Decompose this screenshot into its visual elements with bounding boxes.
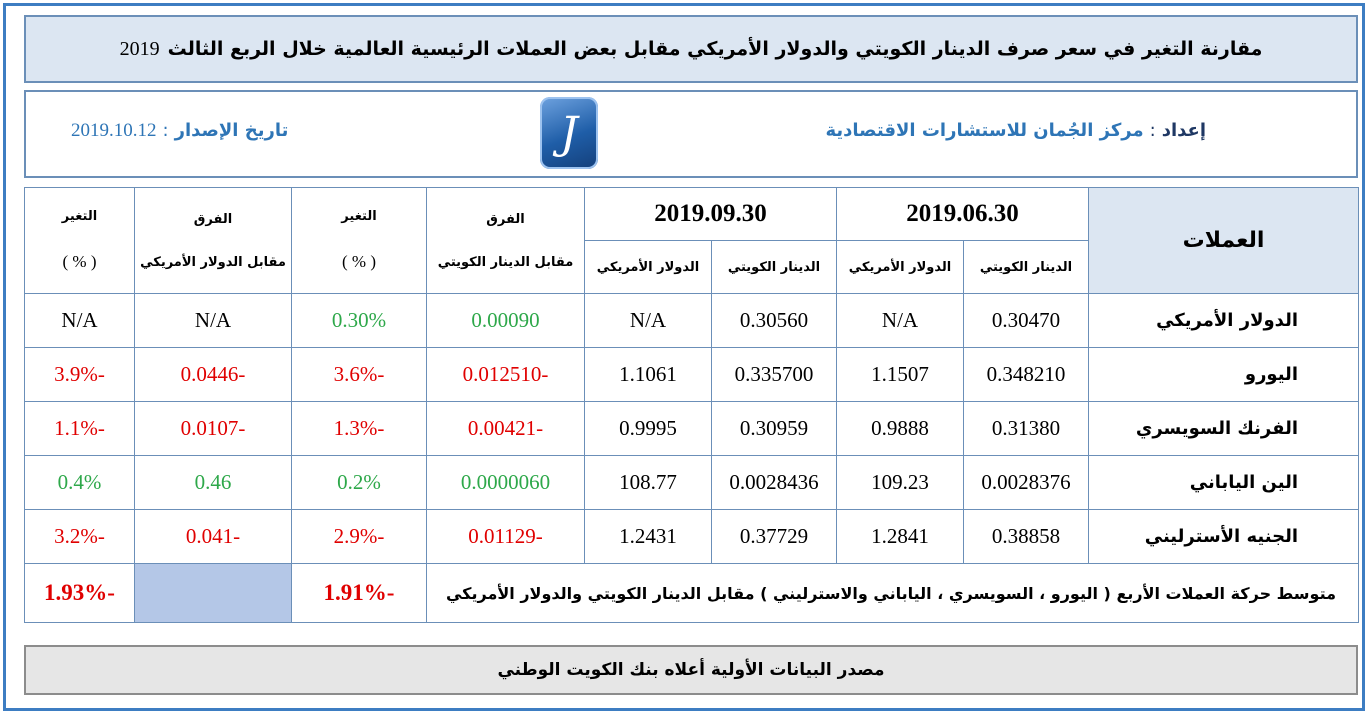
average-blank-cell	[134, 563, 292, 623]
chg-usd-value: N/A	[24, 293, 135, 348]
usd2-value: 1.1061	[584, 347, 712, 402]
average-chg-usd: -1.93%	[24, 563, 135, 623]
average-row: متوسط حركة العملات الأربع ( اليورو ، الس…	[24, 563, 1359, 623]
diff-usd-value: -0.0107	[134, 401, 292, 456]
chg-kwd-header: التغير ( % )	[291, 187, 427, 294]
diff-kwd-value: -0.01129	[426, 509, 585, 564]
chg-usd-value: 0.4%	[24, 455, 135, 510]
kwd2-value: 0.0028436	[711, 455, 837, 510]
usd1-value: 109.23	[836, 455, 964, 510]
chg-kwd-value: 0.30%	[291, 293, 427, 348]
exchange-rate-table: العملات 2019.06.30 2019.09.30 الفرق مقابل…	[24, 187, 1359, 623]
kwd1-value: 0.38858	[963, 509, 1089, 564]
usd2-value: 1.2431	[584, 509, 712, 564]
kwd2-value: 0.30959	[711, 401, 837, 456]
info-bar: إعداد:مركز الجُمان للاستشارات الاقتصادية…	[24, 90, 1358, 178]
table-row: اليورو 0.348210 1.1507 0.335700 1.1061 -…	[24, 347, 1359, 402]
chg-kwd-value: -3.6%	[291, 347, 427, 402]
chg-kwd-value: -2.9%	[291, 509, 427, 564]
usd2-value: N/A	[584, 293, 712, 348]
chg-usd-value: -1.1%	[24, 401, 135, 456]
source-text: مصدر البيانات الأولية أعلاه بنك الكويت ا…	[497, 660, 885, 680]
date2-header: 2019.09.30	[584, 187, 837, 241]
diff-kwd-header: الفرق مقابل الدينار الكويتي	[426, 187, 585, 294]
kwd1-header: الدينار الكويتي	[963, 240, 1089, 294]
page-frame	[3, 3, 1365, 711]
issue-date: تاريخ الإصدار:2019.10.12	[71, 120, 288, 142]
usd1-value: N/A	[836, 293, 964, 348]
average-description: متوسط حركة العملات الأربع ( اليورو ، الس…	[426, 563, 1359, 623]
title-year: 2019	[119, 37, 160, 60]
diff-kwd-value: -0.00421	[426, 401, 585, 456]
diff-usd-value: -0.041	[134, 509, 292, 564]
diff-kwd-value: 0.0000060	[426, 455, 585, 510]
currency-name: الين الياباني	[1088, 455, 1359, 510]
usd1-header: الدولار الأمريكي	[836, 240, 964, 294]
kwd1-value: 0.348210	[963, 347, 1089, 402]
diff-kwd-value: -0.012510	[426, 347, 585, 402]
table-row: الفرنك السويسري 0.31380 0.9888 0.30959 0…	[24, 401, 1359, 456]
chg-usd-pct: ( % )	[62, 252, 97, 271]
currency-name: الدولار الأمريكي	[1088, 293, 1359, 348]
kwd1-value: 0.31380	[963, 401, 1089, 456]
currency-name: الجنيه الأسترليني	[1088, 509, 1359, 564]
logo-icon: J	[540, 97, 598, 169]
usd2-value: 108.77	[584, 455, 712, 510]
prepared-colon: :	[1149, 120, 1156, 141]
table-row: الدولار الأمريكي 0.30470 N/A 0.30560 N/A…	[24, 293, 1359, 348]
diff-usd-header: الفرق مقابل الدولار الأمريكي	[134, 187, 292, 294]
usd1-value: 0.9888	[836, 401, 964, 456]
prepared-by: إعداد:مركز الجُمان للاستشارات الاقتصادية	[825, 120, 1206, 141]
currency-name: اليورو	[1088, 347, 1359, 402]
organization-name: مركز الجُمان للاستشارات الاقتصادية	[825, 120, 1144, 141]
diff-kwd-value: 0.00090	[426, 293, 585, 348]
chg-kwd-value: 0.2%	[291, 455, 427, 510]
kwd2-value: 0.30560	[711, 293, 837, 348]
data-source-footer: مصدر البيانات الأولية أعلاه بنك الكويت ا…	[24, 645, 1358, 695]
diff-kwd-label: الفرق	[486, 211, 525, 227]
logo-glyph: J	[560, 107, 578, 159]
table-row: الجنيه الأسترليني 0.38858 1.2841 0.37729…	[24, 509, 1359, 564]
diff-usd-value: -0.0446	[134, 347, 292, 402]
chg-kwd-label: التغير	[341, 209, 377, 224]
date1-header: 2019.06.30	[836, 187, 1089, 241]
title-text: مقارنة التغير في سعر صرف الدينار الكويتي…	[167, 38, 1263, 60]
kwd1-value: 0.0028376	[963, 455, 1089, 510]
table-row: الين الياباني 0.0028376 109.23 0.0028436…	[24, 455, 1359, 510]
average-chg-kwd: -1.91%	[291, 563, 427, 623]
issue-colon: :	[162, 120, 169, 141]
diff-usd-value: N/A	[134, 293, 292, 348]
diff-usd-sub: مقابل الدولار الأمريكي	[140, 254, 286, 270]
usd1-value: 1.2841	[836, 509, 964, 564]
diff-usd-label: الفرق	[193, 211, 233, 227]
chg-usd-value: -3.2%	[24, 509, 135, 564]
usd2-header: الدولار الأمريكي	[584, 240, 712, 294]
chg-usd-value: -3.9%	[24, 347, 135, 402]
chg-usd-label: التغير	[61, 209, 98, 224]
usd2-value: 0.9995	[584, 401, 712, 456]
chg-usd-header: التغير ( % )	[24, 187, 135, 294]
kwd2-header: الدينار الكويتي	[711, 240, 837, 294]
diff-kwd-sub: مقابل الدينار الكويتي	[437, 254, 574, 270]
currency-name: الفرنك السويسري	[1088, 401, 1359, 456]
issue-label: تاريخ الإصدار	[174, 120, 289, 141]
prepared-label: إعداد	[1161, 120, 1206, 141]
kwd2-value: 0.335700	[711, 347, 837, 402]
chg-kwd-value: -1.3%	[291, 401, 427, 456]
currency-header: العملات	[1088, 187, 1359, 294]
diff-usd-value: 0.46	[134, 455, 292, 510]
report-title: مقارنة التغير في سعر صرف الدينار الكويتي…	[24, 15, 1358, 83]
kwd2-value: 0.37729	[711, 509, 837, 564]
usd1-value: 1.1507	[836, 347, 964, 402]
kwd1-value: 0.30470	[963, 293, 1089, 348]
issue-date-value: 2019.10.12	[71, 120, 157, 141]
chg-kwd-pct: ( % )	[342, 252, 376, 271]
